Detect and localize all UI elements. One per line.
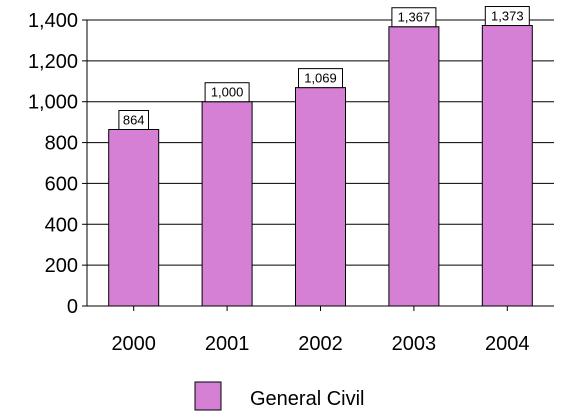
data-label-box [204,82,250,103]
data-label: 1,373 [491,9,524,24]
legend-swatch [194,381,222,411]
data-label: 1,367 [398,10,431,25]
x-axis-tick-labels: 2000 2001 2002 2003 2004 [111,333,529,355]
x-tick-label: 2004 [485,333,530,355]
y-axis-tick-labels: 0 200 400 600 800 1,000 1,200 1,400 [28,10,78,318]
y-tick-label: 800 [45,133,78,155]
data-label: 1,000 [211,85,244,100]
x-tick-label: 2000 [111,333,156,355]
data-label-box [484,6,530,27]
x-tick-label: 2002 [298,333,343,355]
legend-label: General Civil [250,388,364,410]
legend: General Civil [194,381,364,411]
y-tick-label: 0 [67,296,78,318]
bar [481,25,533,307]
data-label-box [118,109,150,130]
y-tick-label: 600 [45,173,78,195]
bar [295,87,346,307]
y-tick-label: 200 [45,255,78,277]
data-label: 1,069 [304,71,337,86]
y-tick-label: 400 [45,214,78,236]
y-tick-label: 1,200 [28,51,78,73]
bars [108,25,533,307]
data-label-box [298,68,343,89]
data-label: 864 [123,112,145,127]
x-tick-label: 2001 [205,333,250,355]
data-label-box [391,7,437,28]
y-tick-label: 1,000 [28,92,78,114]
y-tick-label: 1,400 [28,10,78,32]
bar [201,101,253,307]
bar [108,128,160,307]
data-labels: 864 1,000 1,069 1,367 1,373 [118,6,530,130]
bar [388,26,440,307]
x-tick-label: 2003 [392,333,437,355]
